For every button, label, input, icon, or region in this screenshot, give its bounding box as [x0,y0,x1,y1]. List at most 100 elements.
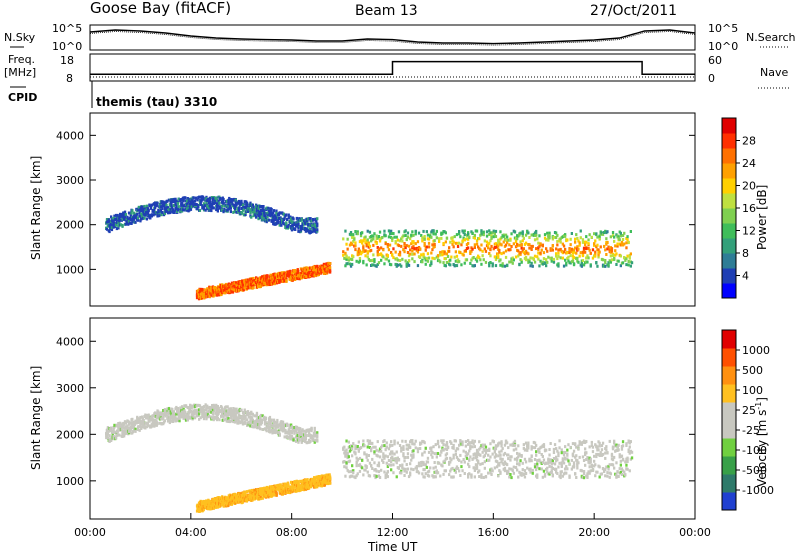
scatter-cell [416,264,420,268]
scatter-cell [582,248,586,252]
scatter-cell [278,211,281,215]
scatter-cell [556,239,559,243]
scatter-cell [278,223,281,227]
noise-panel: N.Sky N.Search 10^5 10^0 10^5 10^0 [4,22,796,53]
scatter-cell [306,219,309,223]
scatter-cell [454,250,457,254]
scatter-cell [572,262,576,266]
scatter-cell [567,255,570,259]
scatter-cell [316,433,319,437]
scatter-cell [494,229,498,233]
scatter-cell [499,230,502,234]
scatter-cell [192,414,195,418]
scatter-cell [472,264,475,268]
scatter-cell [215,205,219,209]
scatter-cell [522,247,525,251]
scatter-cell [305,275,308,279]
scatter-cell [611,231,615,234]
scatter-cell [265,429,268,433]
scatter-cell [610,247,614,251]
scatter-cell [189,202,192,206]
scatter-cell [504,243,508,247]
scatter-cell [404,234,407,237]
scatter-cell [207,414,210,418]
scatter-cell [520,243,523,247]
scatter-cell [272,418,276,422]
scatter-cell [248,208,251,212]
scatter-cell [240,408,243,412]
scatter-cell [395,235,398,239]
scatter-cell [375,234,378,238]
scatter-cell [295,485,298,489]
scatter-cell [123,434,126,438]
scatter-cell [484,260,488,264]
scatter-cell [159,411,162,415]
power-ytick-label: 3000 [56,174,84,187]
scatter-cell [233,416,237,420]
scatter-cell [391,239,394,242]
scatter-cell [392,256,395,260]
scatter-cell [268,209,271,213]
scatter-cell [345,257,348,261]
scatter-cell [431,243,434,247]
scatter-cell [377,261,381,265]
scatter-cell [240,415,243,419]
scatter-cell [257,277,260,281]
scatter-cell [234,281,238,285]
scatter-cell [446,255,450,258]
scatter-cell [209,196,212,200]
scatter-cell [552,260,556,264]
scatter-cell [285,218,289,221]
scatter-cell [198,417,201,421]
scatter-cell [233,203,236,207]
scatter-cell [450,236,453,240]
scatter-cell [231,409,234,413]
scatter-cell [435,236,438,240]
scatter-cell [299,433,303,437]
scatter-cell [409,252,412,256]
scatter-cell [385,257,388,261]
scatter-cell [297,480,300,484]
power-cbar-swatch [722,253,736,269]
scatter-cell [398,239,402,243]
scatter-cell [234,494,238,498]
scatter-cell [294,439,298,443]
scatter-cell [368,244,372,248]
scatter-cell [416,240,420,244]
scatter-cell [550,256,553,260]
scatter-cell [119,215,123,219]
scatter-cell [213,409,216,413]
scatter-cell [435,255,438,259]
scatter-cell [316,222,319,226]
scatter-cell [246,498,249,502]
scatter-cell [316,431,319,435]
scatter-cell [186,202,189,206]
scatter-cell [497,253,500,257]
scatter-cell [244,416,247,420]
scatter-cell [598,237,601,241]
scatter-cell [279,221,282,224]
nsearch-series [89,31,696,46]
scatter-cell [348,243,352,247]
scatter-cell [597,253,600,257]
scatter-cell [129,213,132,217]
scatter-cell [566,251,569,255]
scatter-cell [299,427,302,431]
scatter-cell [578,243,581,247]
scatter-cell [140,420,143,424]
scatter-cell [502,240,505,244]
scatter-cell [312,438,315,442]
scatter-cell [323,264,327,268]
scatter-cell [202,202,206,206]
scatter-cell [424,258,427,262]
scatter-cell [564,247,567,251]
scatter-cell [255,207,259,211]
scatter-cell [439,250,442,254]
scatter-cell [263,486,266,490]
scatter-cell [416,250,420,254]
scatter-cell [126,215,129,219]
scatter-cell [294,228,297,231]
scatter-cell [300,225,303,229]
scatter-cell [347,258,350,261]
scatter-cell [202,405,206,409]
